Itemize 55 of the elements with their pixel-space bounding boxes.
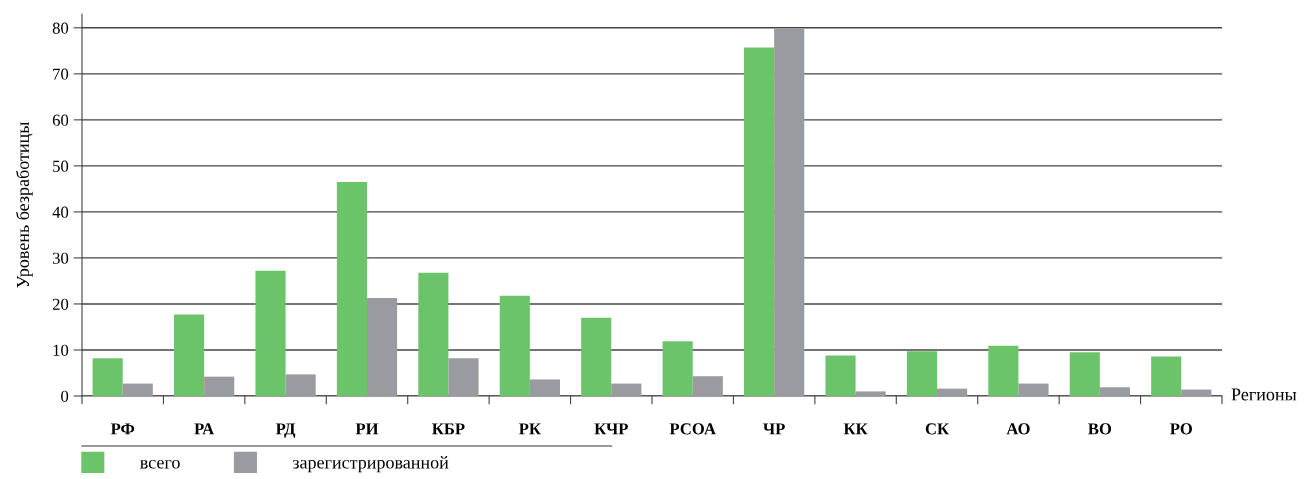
legend-label: всего bbox=[140, 459, 180, 469]
bar bbox=[611, 383, 642, 396]
bar bbox=[581, 317, 612, 396]
bar bbox=[1069, 352, 1100, 396]
y-tick-label: 80 bbox=[52, 22, 69, 34]
y-tick-label: 0 bbox=[61, 390, 69, 402]
x-tick-label: ВО bbox=[1088, 423, 1112, 435]
bar bbox=[744, 47, 775, 396]
bar bbox=[937, 388, 968, 396]
x-tick-label: РФ bbox=[110, 423, 135, 435]
y-tick-label: 60 bbox=[52, 114, 69, 126]
legend-label: зарегистрированной bbox=[292, 456, 449, 473]
y-tick-label: 10 bbox=[53, 344, 69, 356]
bar bbox=[1018, 383, 1049, 396]
x-tick-label: РО bbox=[1170, 423, 1192, 435]
y-tick-label: 30 bbox=[52, 252, 69, 264]
x-tick-label: ЧР bbox=[763, 423, 785, 435]
bar bbox=[825, 355, 856, 396]
x-tick-label: АО bbox=[1006, 423, 1030, 435]
bar bbox=[692, 376, 723, 396]
bar bbox=[855, 391, 886, 396]
bar bbox=[285, 374, 316, 396]
x-tick-label: СК bbox=[925, 423, 949, 435]
bar bbox=[174, 314, 205, 396]
bar bbox=[1099, 387, 1130, 396]
y-tick-label: 70 bbox=[53, 68, 69, 80]
bar bbox=[774, 28, 805, 396]
y-axis-title: Уровень безработицы bbox=[15, 122, 33, 288]
x-tick-label: КК bbox=[843, 423, 868, 435]
x-tick-label: РК bbox=[519, 423, 541, 435]
bar bbox=[92, 358, 123, 396]
y-tick-label: 20 bbox=[52, 298, 69, 310]
x-tick-label: КЧР bbox=[594, 423, 628, 435]
x-tick-label: КБР bbox=[432, 423, 465, 435]
x-tick-label: РСОА bbox=[669, 423, 716, 435]
bar bbox=[1151, 356, 1182, 396]
bar bbox=[1181, 389, 1212, 396]
bar bbox=[418, 272, 449, 396]
bar bbox=[367, 297, 398, 396]
bar bbox=[204, 376, 235, 396]
y-tick-label: 40 bbox=[52, 206, 69, 218]
bar bbox=[336, 181, 367, 396]
bar bbox=[662, 341, 693, 396]
bar bbox=[529, 379, 560, 396]
x-axis-title: Регионы bbox=[1231, 388, 1297, 401]
bar bbox=[906, 351, 937, 396]
bar bbox=[255, 270, 286, 396]
x-tick-label: РА bbox=[194, 423, 215, 435]
bar bbox=[448, 358, 479, 396]
bar bbox=[122, 383, 153, 396]
x-tick-label: РД bbox=[275, 423, 296, 438]
bar bbox=[988, 345, 1019, 396]
bar bbox=[499, 295, 530, 396]
y-tick-label: 50 bbox=[53, 160, 69, 172]
x-tick-label: РИ bbox=[355, 423, 379, 435]
